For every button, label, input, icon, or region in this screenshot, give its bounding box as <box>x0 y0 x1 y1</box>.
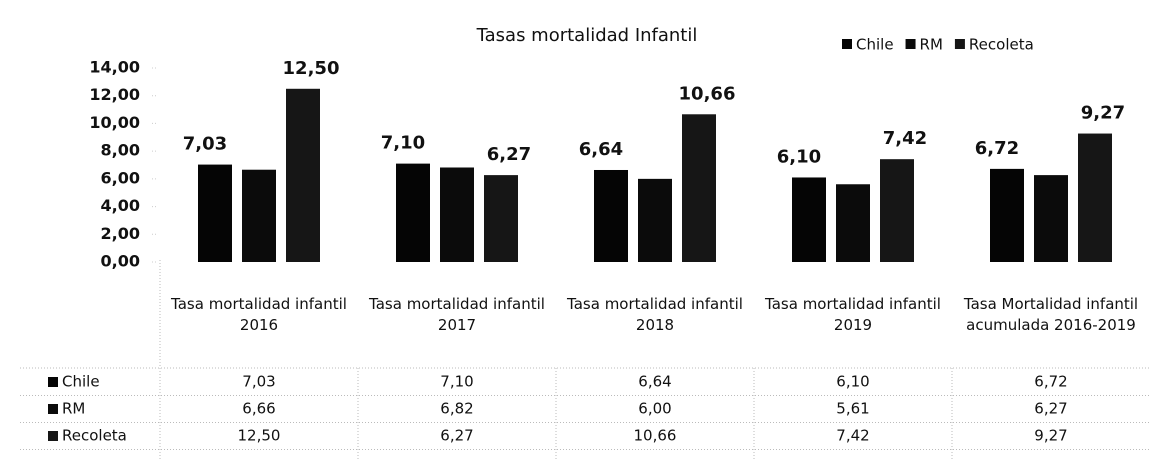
x-tick-label: Tasa Mortalidad infantil acumulada 2016-… <box>963 295 1139 334</box>
bar <box>242 169 276 262</box>
data-label: 7,03 <box>183 134 227 155</box>
table-row-header: RM <box>62 400 85 418</box>
table-cell: 7,03 <box>242 373 275 391</box>
table-cell: 6,10 <box>836 373 869 391</box>
bar <box>440 167 474 262</box>
y-tick-label: 10,00 <box>89 113 140 132</box>
table-cell: 7,42 <box>836 427 869 445</box>
y-tick-label: 0,00 <box>101 252 140 271</box>
table-cell: 6,00 <box>638 400 671 418</box>
bar <box>880 159 914 262</box>
data-label: 6,27 <box>487 144 531 165</box>
legend-label: Recoleta <box>969 36 1034 54</box>
bar <box>990 168 1024 262</box>
bar <box>1034 175 1068 262</box>
legend-swatch <box>954 39 965 49</box>
table-cell: 6,27 <box>440 427 473 445</box>
table-cell: 9,27 <box>1034 427 1067 445</box>
x-tick-label: Tasa mortalidad infantil 2018 <box>567 295 743 334</box>
y-tick-label: 8,00 <box>101 141 140 160</box>
table-cell: 6,27 <box>1034 400 1067 418</box>
table-cell: 6,82 <box>440 400 473 418</box>
chart-title: Tasas mortalidad Infantil <box>476 25 698 46</box>
legend-swatch <box>48 404 58 414</box>
table-row-header: Chile <box>62 373 100 391</box>
data-label: 10,66 <box>679 83 736 104</box>
bar <box>594 169 628 262</box>
y-tick-label: 12,00 <box>89 85 140 104</box>
y-tick-label: 6,00 <box>101 168 140 187</box>
data-label: 6,64 <box>579 139 623 160</box>
bar <box>836 184 870 262</box>
table-cell: 12,50 <box>238 427 281 445</box>
x-tick-label: Tasa mortalidad infantil 2019 <box>765 295 941 334</box>
table-cell: 10,66 <box>634 427 677 445</box>
data-label: 7,42 <box>883 128 927 149</box>
table-cell: 6,72 <box>1034 373 1067 391</box>
bar <box>638 178 672 262</box>
y-tick-label: 2,00 <box>101 224 140 243</box>
y-tick-label: 14,00 <box>89 58 140 77</box>
x-tick-label: Tasa mortalidad infantil 2016 <box>171 295 347 334</box>
table-cell: 7,10 <box>440 373 473 391</box>
legend-swatch <box>48 431 58 441</box>
table-cell: 5,61 <box>836 400 869 418</box>
bar <box>396 163 430 262</box>
data-label: 6,10 <box>777 146 821 167</box>
bar <box>198 164 232 262</box>
legend-label: Chile <box>856 36 894 54</box>
bar <box>792 177 826 262</box>
table-cell: 6,66 <box>242 400 275 418</box>
legend-swatch <box>48 377 58 387</box>
x-tick-label: Tasa mortalidad infantil 2017 <box>369 295 545 334</box>
bar <box>484 175 518 262</box>
bar <box>286 88 320 263</box>
table-row-header: Recoleta <box>62 427 127 445</box>
legend-swatch <box>905 39 916 49</box>
data-label: 6,72 <box>975 138 1019 159</box>
legend-swatch <box>842 39 852 49</box>
table-cell: 6,64 <box>638 373 671 391</box>
bar <box>682 114 716 262</box>
legend-label: RM <box>920 36 943 54</box>
data-label: 12,50 <box>283 58 340 79</box>
data-label: 7,10 <box>381 133 425 154</box>
data-label: 9,27 <box>1081 103 1125 124</box>
bar <box>1078 133 1112 262</box>
y-tick-label: 4,00 <box>101 196 140 215</box>
